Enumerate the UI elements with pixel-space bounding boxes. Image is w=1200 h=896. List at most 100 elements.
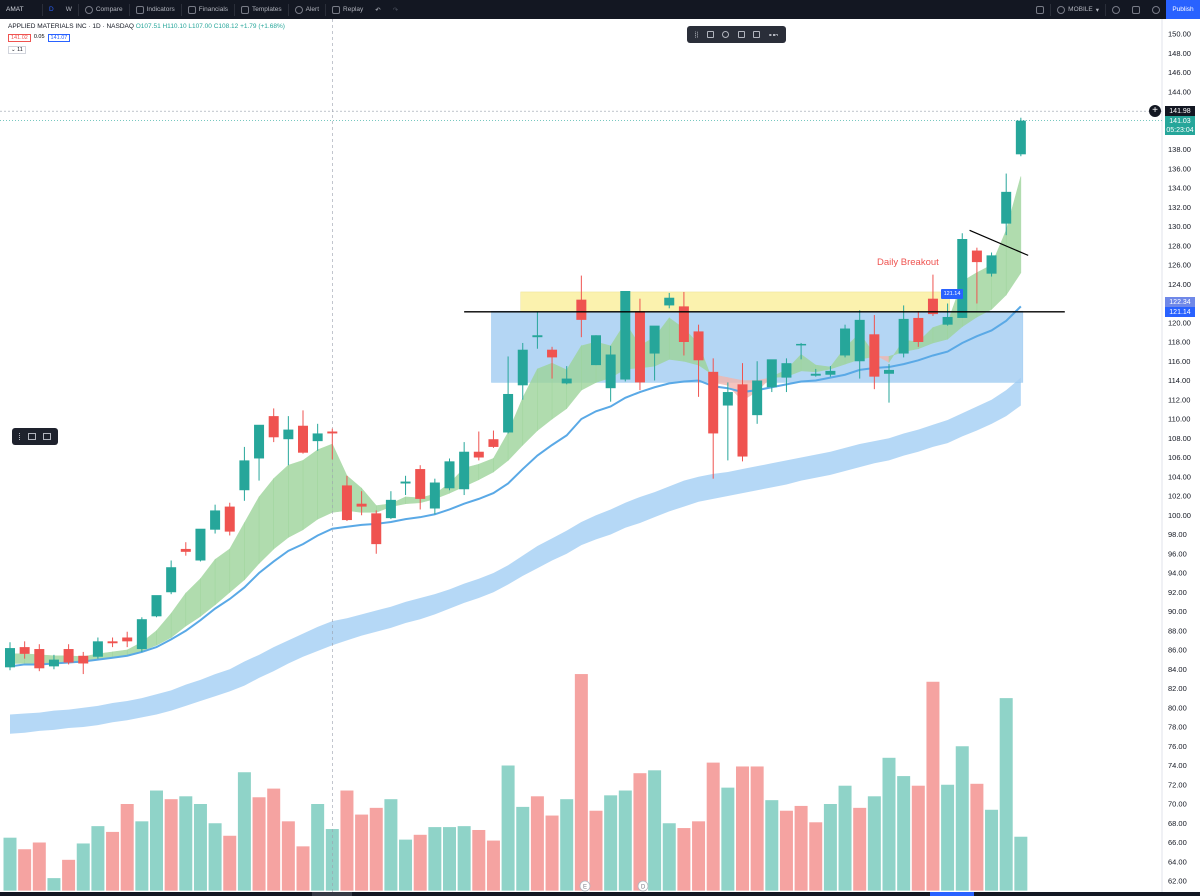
function-icon bbox=[135, 5, 144, 14]
candle-body bbox=[400, 481, 411, 484]
candle bbox=[5, 642, 15, 671]
rewind-icon bbox=[332, 5, 341, 14]
volume-bar bbox=[999, 698, 1013, 891]
candle-body bbox=[34, 649, 45, 669]
candle bbox=[92, 637, 103, 659]
alert-button[interactable]: Alert bbox=[289, 0, 325, 19]
volume-bar bbox=[472, 829, 486, 891]
list-icon[interactable] bbox=[28, 433, 37, 440]
frame-icon[interactable] bbox=[42, 433, 51, 440]
candle bbox=[48, 654, 59, 670]
lock-icon[interactable] bbox=[737, 31, 745, 38]
compare-button[interactable]: Compare bbox=[79, 0, 129, 19]
ribbon-green-segment bbox=[551, 362, 567, 420]
legend-ohlc: O107.51 H110.10 L107.00 C108.12 +1.79 (+… bbox=[135, 23, 285, 30]
candle bbox=[942, 303, 953, 326]
candle-body bbox=[576, 299, 587, 320]
y-tick-label: 96.00 bbox=[1168, 549, 1187, 558]
volume-bar bbox=[3, 837, 17, 891]
volume-bar bbox=[574, 674, 588, 891]
volume-bar bbox=[281, 821, 295, 891]
candle-body bbox=[957, 239, 968, 318]
more-icon[interactable] bbox=[768, 33, 778, 36]
candle bbox=[166, 560, 177, 595]
bid-price[interactable]: 141.02 bbox=[8, 34, 31, 42]
replay-button[interactable]: Replay bbox=[326, 0, 369, 19]
candle bbox=[532, 312, 543, 349]
candle bbox=[796, 342, 807, 360]
candle bbox=[151, 595, 162, 618]
divider bbox=[128, 3, 130, 16]
gear-icon[interactable] bbox=[722, 31, 730, 38]
candle-body bbox=[693, 331, 704, 361]
price-chart[interactable]: 62.00 64.00 66.00 68.00 70.00 72.00 74.00 76.00… bbox=[0, 19, 1200, 896]
publish-button[interactable]: Publish bbox=[1166, 0, 1200, 19]
y-tick-label: 124.00 bbox=[1168, 280, 1191, 289]
layout-name-button[interactable]: MOBILE ▾ bbox=[1051, 0, 1105, 19]
volume-bar bbox=[985, 809, 999, 891]
candle-body bbox=[283, 429, 294, 440]
drag-handle-icon[interactable] bbox=[19, 433, 22, 440]
indicators-toggle[interactable]: ⌄ 11 bbox=[8, 46, 26, 54]
fullscreen-button[interactable] bbox=[1126, 0, 1146, 19]
indicators-button[interactable]: Indicators bbox=[130, 0, 181, 19]
symbol-search[interactable]: AMAT bbox=[0, 0, 42, 19]
candle-body bbox=[415, 469, 426, 499]
time-axis-cursor-label bbox=[312, 892, 352, 896]
chevron-down-icon: ⌄ bbox=[11, 47, 16, 53]
ribbon-green-segment bbox=[273, 464, 289, 550]
layout-select-button[interactable] bbox=[1030, 0, 1050, 19]
candle-body bbox=[107, 641, 118, 644]
candle-body bbox=[634, 311, 645, 383]
candle-body bbox=[429, 482, 440, 509]
candle-body bbox=[503, 393, 514, 433]
breakout-price-tag[interactable]: 121.14 bbox=[941, 289, 963, 299]
ask-price[interactable]: 141.07 bbox=[47, 34, 71, 42]
candle-body bbox=[92, 641, 103, 657]
volume-bar bbox=[193, 804, 207, 891]
add-alert-plus-icon[interactable]: + bbox=[1149, 105, 1161, 117]
volume-bar bbox=[779, 810, 793, 891]
template-icon[interactable] bbox=[706, 31, 714, 38]
volume-bar bbox=[62, 859, 76, 891]
drag-handle-icon[interactable] bbox=[695, 31, 699, 38]
snapshot-button[interactable] bbox=[1146, 0, 1166, 19]
volume-bar bbox=[677, 828, 691, 891]
templates-button[interactable]: Templates bbox=[235, 0, 288, 19]
volume-bar bbox=[633, 773, 647, 891]
volume-bar bbox=[501, 765, 515, 891]
daily-breakout-annotation[interactable]: Daily Breakout bbox=[877, 257, 939, 268]
volume-bar bbox=[91, 826, 105, 891]
volume-bar bbox=[267, 788, 281, 891]
candle-body bbox=[971, 250, 982, 263]
trash-icon[interactable] bbox=[753, 31, 761, 38]
candle-body bbox=[869, 334, 880, 377]
chart-area[interactable]: 62.00 64.00 66.00 68.00 70.00 72.00 74.00 76.00… bbox=[0, 19, 1200, 896]
ribbon-green-segment bbox=[302, 449, 318, 531]
redo-button[interactable]: ↷ bbox=[387, 0, 404, 19]
divider bbox=[42, 3, 43, 16]
ribbon-green-segment bbox=[288, 459, 304, 538]
volume-bar bbox=[955, 746, 969, 891]
volume-bar bbox=[897, 776, 911, 891]
volume-bar bbox=[76, 843, 90, 891]
ribbon-green-segment bbox=[214, 548, 231, 606]
volume-bar bbox=[486, 840, 500, 891]
volume-bar bbox=[369, 807, 383, 891]
candle bbox=[913, 311, 924, 347]
y-tick-label: 70.00 bbox=[1168, 800, 1187, 809]
settings-button[interactable] bbox=[1106, 0, 1126, 19]
interval-d-button[interactable]: D bbox=[43, 0, 60, 19]
candle-body bbox=[913, 317, 924, 342]
volume-bar bbox=[355, 814, 369, 891]
undo-button[interactable]: ↶ bbox=[369, 0, 386, 19]
candle bbox=[605, 345, 616, 402]
financials-button[interactable]: Financials bbox=[182, 0, 234, 19]
candle bbox=[78, 651, 89, 675]
interval-w-button[interactable]: W bbox=[60, 0, 78, 19]
candle-body bbox=[195, 528, 206, 561]
candle bbox=[825, 366, 836, 377]
volume-bar bbox=[252, 797, 266, 891]
y-tick-label: 72.00 bbox=[1168, 780, 1187, 789]
candle bbox=[678, 291, 689, 356]
